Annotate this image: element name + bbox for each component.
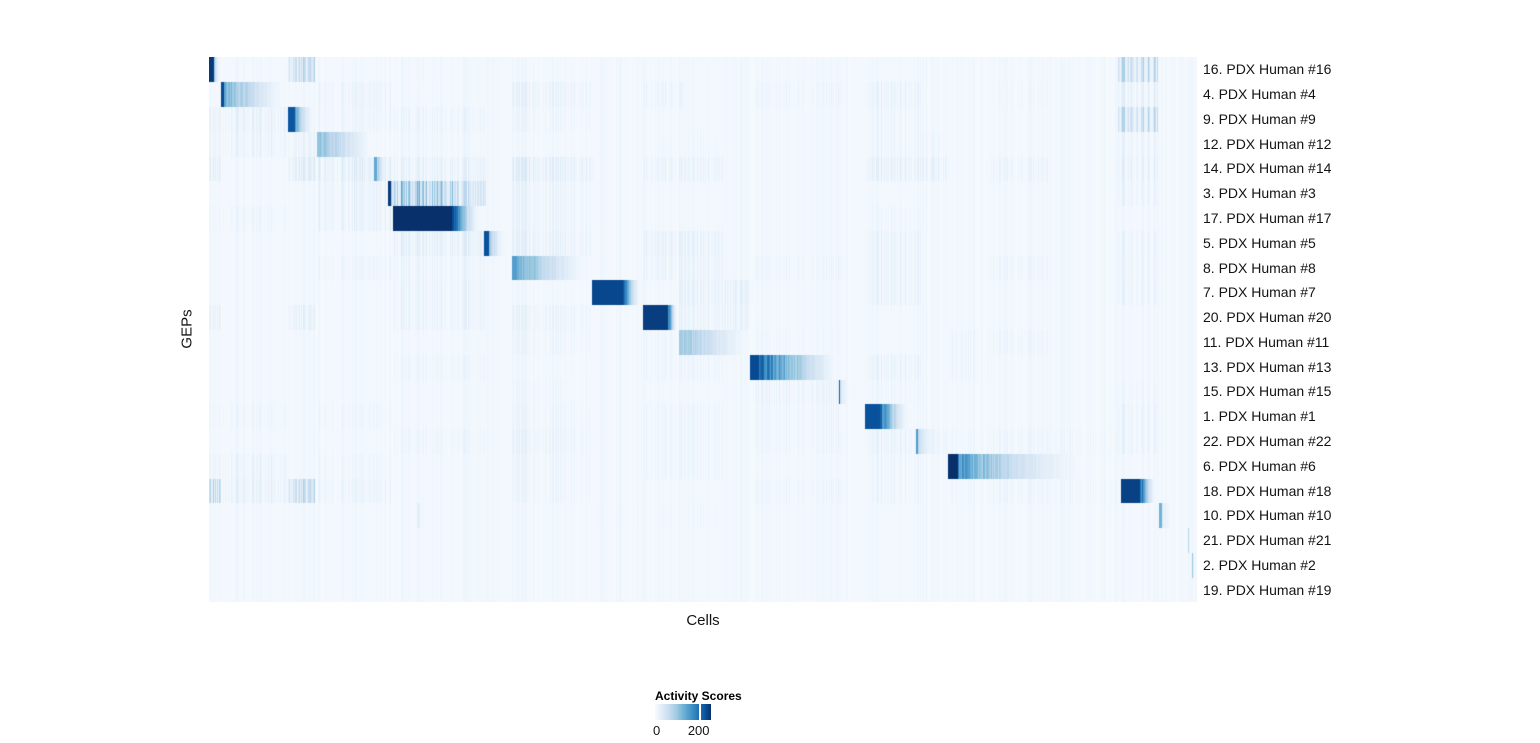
- row-label: 6. PDX Human #6: [1203, 457, 1316, 474]
- row-label: 8. PDX Human #8: [1203, 259, 1316, 276]
- row-label: 5. PDX Human #5: [1203, 234, 1316, 251]
- row-label: 14. PDX Human #14: [1203, 160, 1332, 177]
- row-label: 9. PDX Human #9: [1203, 110, 1316, 127]
- row-label: 12. PDX Human #12: [1203, 135, 1332, 152]
- colorbar: [655, 704, 711, 720]
- row-label: 16. PDX Human #16: [1203, 61, 1332, 78]
- row-label: 20. PDX Human #20: [1203, 309, 1332, 326]
- row-label: 11. PDX Human #11: [1203, 333, 1330, 350]
- heatmap-canvas: [209, 57, 1197, 602]
- legend-tick-max: 200: [687, 723, 710, 738]
- colorbar-tick-mark: [698, 704, 701, 720]
- row-label: 15. PDX Human #15: [1203, 383, 1332, 400]
- legend-tick-min: 0: [653, 723, 661, 738]
- x-axis-label: Cells: [686, 612, 720, 629]
- row-label: 13. PDX Human #13: [1203, 358, 1332, 375]
- row-label: 19. PDX Human #19: [1203, 581, 1332, 598]
- row-label: 17. PDX Human #17: [1203, 210, 1332, 227]
- row-label: 7. PDX Human #7: [1203, 284, 1316, 301]
- row-label: 2. PDX Human #2: [1203, 556, 1316, 573]
- row-labels: 16. PDX Human #16 4. PDX Human #4 9. PDX H…: [1203, 57, 1540, 602]
- row-label: 4. PDX Human #4: [1203, 86, 1316, 103]
- row-label: 1. PDX Human #1: [1203, 408, 1316, 425]
- y-axis-label: GEPs: [178, 309, 196, 349]
- row-label: 10. PDX Human #10: [1203, 507, 1332, 524]
- row-label: 3. PDX Human #3: [1203, 185, 1316, 202]
- row-label: 18. PDX Human #18: [1203, 482, 1332, 499]
- row-label: 22. PDX Human #22: [1203, 432, 1332, 449]
- legend-title: Activity Scores: [655, 689, 742, 703]
- row-label: 21. PDX Human #21: [1203, 532, 1332, 549]
- colorbar-legend: Activity Scores 0 200: [653, 689, 795, 739]
